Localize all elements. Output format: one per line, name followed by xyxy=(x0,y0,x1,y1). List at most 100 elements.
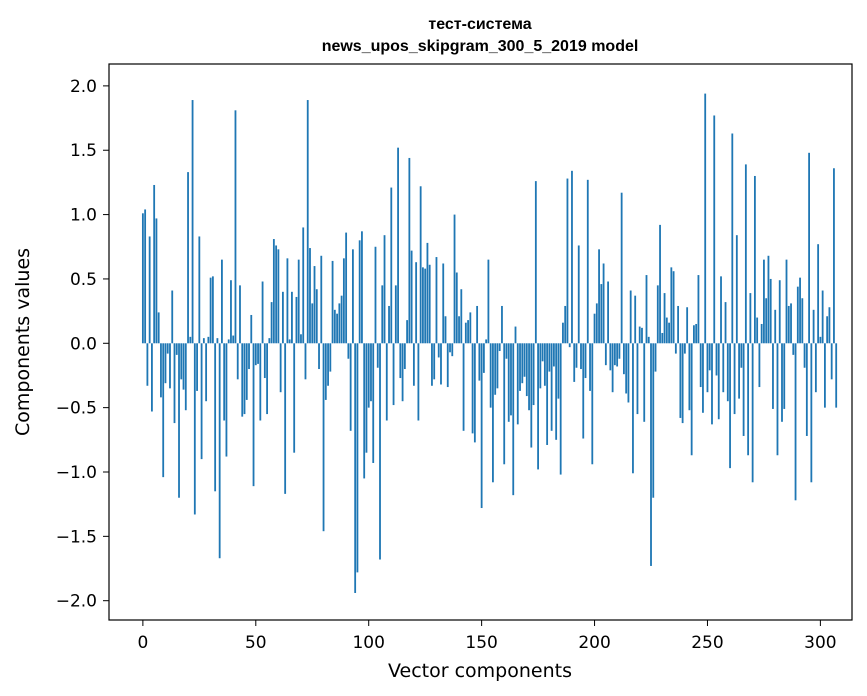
bar xyxy=(638,326,641,344)
bar xyxy=(392,343,395,406)
bar xyxy=(625,343,628,394)
bar xyxy=(365,343,368,453)
bar xyxy=(338,303,341,344)
bar xyxy=(417,343,420,421)
bar xyxy=(259,343,262,421)
bar xyxy=(487,259,490,344)
bar xyxy=(297,259,300,344)
bar xyxy=(426,242,429,344)
bar xyxy=(498,343,501,352)
y-axis: 2.0 1.5 1.0 0.5 0.0 −0.5 −1.0 −1.5 −2.0 xyxy=(56,77,109,612)
bar xyxy=(613,343,616,366)
bar xyxy=(476,305,479,344)
bar xyxy=(616,343,619,367)
bar xyxy=(835,343,838,408)
bar xyxy=(347,343,350,359)
bar xyxy=(505,343,508,359)
bar xyxy=(232,335,235,344)
bar xyxy=(191,100,194,344)
bar xyxy=(681,343,684,424)
bar xyxy=(738,343,740,399)
bar xyxy=(385,343,388,421)
bar xyxy=(182,343,185,390)
bar xyxy=(406,320,409,344)
bar xyxy=(306,100,309,344)
bar xyxy=(792,343,795,355)
bar xyxy=(753,175,756,344)
bar xyxy=(525,343,528,397)
bar xyxy=(144,209,147,344)
bar xyxy=(293,343,296,453)
bar xyxy=(591,343,594,465)
bar xyxy=(604,343,607,366)
bar xyxy=(482,343,485,373)
bar xyxy=(358,240,361,344)
bar xyxy=(295,296,298,344)
bar xyxy=(593,313,596,344)
bar xyxy=(412,343,415,386)
bar xyxy=(313,266,316,344)
bar xyxy=(304,343,307,380)
bar xyxy=(772,343,774,409)
bar xyxy=(668,322,670,344)
chart-title-line-1: тест-система xyxy=(428,16,531,33)
bar xyxy=(722,343,725,393)
bar xyxy=(175,343,178,355)
bar xyxy=(562,322,564,344)
bar xyxy=(557,343,560,399)
bar xyxy=(512,343,515,496)
bar xyxy=(618,343,621,359)
bar xyxy=(799,277,801,344)
bar xyxy=(207,336,210,344)
bar xyxy=(410,250,413,344)
bar xyxy=(467,320,469,344)
bar xyxy=(162,343,165,478)
bar xyxy=(230,280,232,344)
y-tick-label: −2.0 xyxy=(56,592,97,612)
bar xyxy=(577,245,580,344)
bar xyxy=(528,343,530,411)
y-tick-label: 0.0 xyxy=(70,334,97,354)
bar xyxy=(801,298,804,344)
bar xyxy=(582,343,585,439)
bar xyxy=(695,323,698,344)
bar xyxy=(796,286,799,344)
bar xyxy=(787,305,790,344)
bar xyxy=(607,281,609,344)
bar xyxy=(399,343,402,379)
bar xyxy=(663,293,666,344)
bar xyxy=(148,236,151,344)
bar xyxy=(363,343,366,479)
bar xyxy=(236,343,239,380)
bar xyxy=(575,343,578,368)
bar xyxy=(263,343,266,379)
bar xyxy=(442,263,445,344)
chart-title-line-2: news_upos_skipgram_300_5_2019 model xyxy=(322,38,639,55)
bar xyxy=(415,262,418,344)
bar xyxy=(729,343,731,469)
bar xyxy=(153,184,156,344)
bar xyxy=(632,343,634,474)
bar xyxy=(641,327,643,344)
y-axis-label: Components values xyxy=(12,248,34,436)
y-tick-label: −1.0 xyxy=(56,463,97,483)
bar xyxy=(424,268,427,344)
bar xyxy=(726,343,729,402)
bar xyxy=(311,303,314,344)
bar xyxy=(711,343,713,425)
bar xyxy=(602,263,605,344)
x-tick-label: 150 xyxy=(465,633,497,653)
bar xyxy=(173,343,176,424)
bar xyxy=(223,343,226,421)
bar xyxy=(559,343,562,475)
bar xyxy=(202,338,205,344)
bar xyxy=(381,285,384,344)
bar xyxy=(659,224,661,344)
bar xyxy=(539,343,542,389)
bar xyxy=(254,343,257,366)
plot-frame xyxy=(108,63,853,621)
bar xyxy=(586,179,589,344)
bar xyxy=(462,343,465,431)
bar xyxy=(227,339,230,344)
